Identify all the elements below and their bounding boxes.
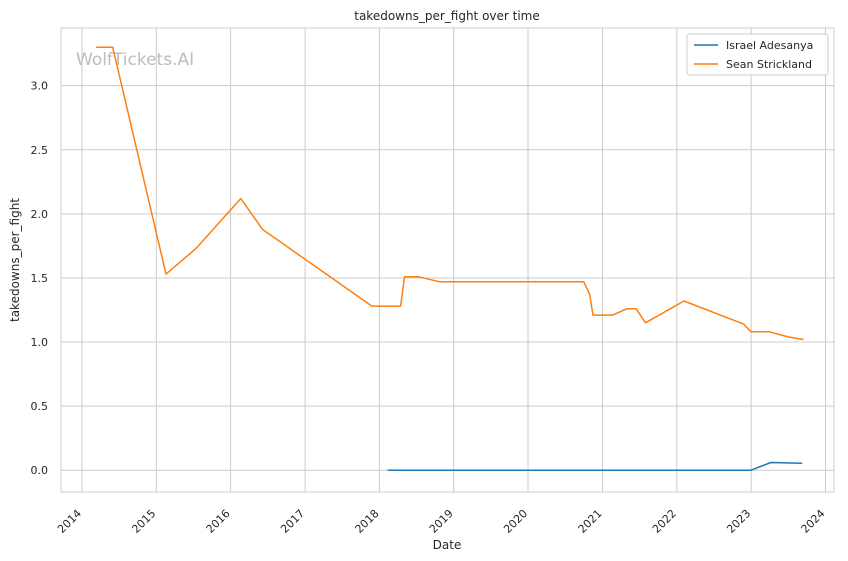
series-line-israel-adesanya xyxy=(387,461,803,471)
legend-box xyxy=(686,33,829,76)
y-tick-label: 0.5 xyxy=(31,400,49,413)
y-tick-label: 1.0 xyxy=(31,336,49,349)
chart-legend: Israel Adesanya Sean Strickland xyxy=(686,33,829,76)
watermark-text: WolfTickets.AI xyxy=(76,50,194,70)
plot-lines xyxy=(96,46,804,471)
y-tick-label: 0.0 xyxy=(31,464,49,477)
plot-grid xyxy=(61,28,834,492)
y-axis-ticks: 0.0 0.5 1.0 1.5 2.0 2.5 3.0 xyxy=(31,80,49,478)
y-tick-label: 2.5 xyxy=(31,144,49,157)
legend-label-israel-adesanya: Israel Adesanya xyxy=(726,39,813,52)
y-axis-label: takedowns_per_fight xyxy=(8,198,22,322)
y-tick-label: 3.0 xyxy=(31,80,49,93)
y-tick-label: 2.0 xyxy=(31,208,49,221)
plot-frame xyxy=(60,27,835,493)
x-axis-label: Date xyxy=(433,538,462,552)
y-tick-label: 1.5 xyxy=(31,272,49,285)
legend-label-sean-strickland: Sean Strickland xyxy=(726,58,812,71)
chart-title: takedowns_per_fight over time xyxy=(354,9,540,23)
series-line-sean-strickland xyxy=(96,46,804,341)
